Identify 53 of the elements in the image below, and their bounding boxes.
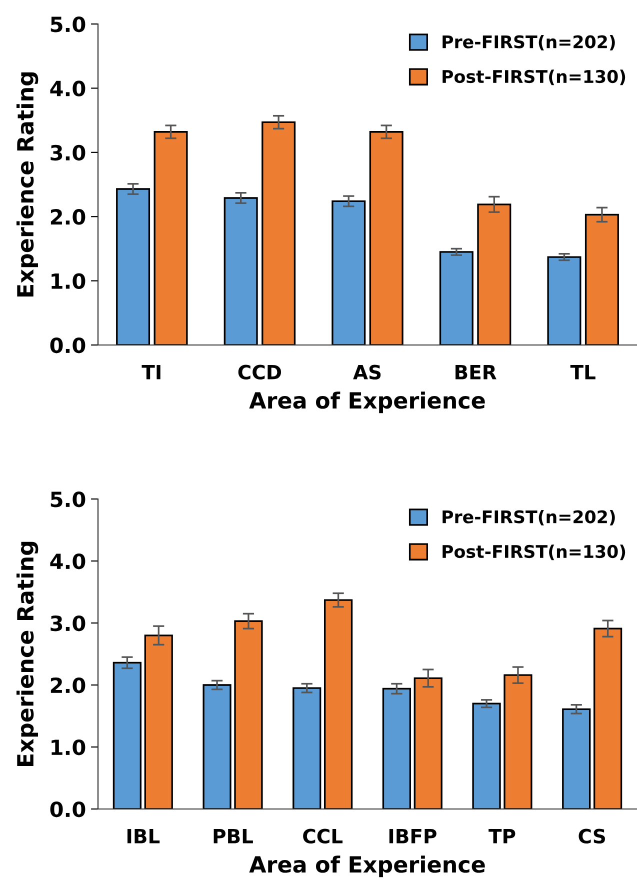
bar <box>593 628 622 809</box>
legend-label: Pre-FIRST(n=202) <box>442 510 615 526</box>
y-tick-label: 3.0 <box>50 144 86 161</box>
bar <box>562 708 591 809</box>
y-tick-label: 4.0 <box>50 80 86 96</box>
bar <box>144 634 173 809</box>
y-axis-title: Experience Rating <box>16 542 38 766</box>
bar <box>332 200 366 345</box>
y-tick-label: 1.0 <box>52 739 86 756</box>
bar <box>547 256 582 345</box>
bar <box>369 131 404 345</box>
bar <box>477 204 512 345</box>
bar <box>414 677 442 809</box>
bar <box>324 599 353 809</box>
bar <box>472 702 501 809</box>
bar <box>292 687 322 809</box>
bar <box>382 688 412 809</box>
x-axis-title: Area of Experience <box>249 392 485 414</box>
x-tick-label: CCL <box>303 828 343 844</box>
bar <box>262 121 296 345</box>
x-tick-label: PBL <box>214 829 253 844</box>
y-tick-label: 4.0 <box>50 553 86 570</box>
y-tick-label: 0.0 <box>50 337 86 354</box>
bar <box>584 214 619 345</box>
x-tick-label: CCD <box>238 364 282 380</box>
x-tick-label: CS <box>578 828 605 844</box>
legend-label: Post-FIRST(n=130) <box>442 544 626 560</box>
bar <box>154 131 188 345</box>
y-tick-label: 1.0 <box>52 273 86 290</box>
x-tick-label: BER <box>456 365 496 380</box>
x-tick-label: IBL <box>127 829 160 844</box>
legend-label: Post-FIRST(n=130) <box>442 70 626 86</box>
bar <box>234 620 263 809</box>
y-tick-label: 5.0 <box>50 16 86 32</box>
y-tick-label: 2.0 <box>50 677 86 694</box>
y-tick-label: 2.0 <box>50 209 86 225</box>
bar <box>202 684 232 809</box>
x-tick-label: AS <box>353 364 381 380</box>
y-tick-label: 3.0 <box>50 615 86 632</box>
x-tick-label: TP <box>488 829 516 844</box>
bar <box>112 662 142 809</box>
y-axis-title: Experience Rating <box>16 72 38 296</box>
x-axis-title: Area of Experience <box>249 856 485 878</box>
x-tick-label: TL <box>570 365 596 380</box>
x-tick-label: TI <box>142 365 160 380</box>
bar <box>116 188 150 345</box>
bar <box>224 197 258 345</box>
bar <box>504 674 532 809</box>
legend-label: Pre-FIRST(n=202) <box>442 34 615 50</box>
x-tick-label: IBFP <box>389 829 436 844</box>
bar <box>439 251 474 345</box>
y-tick-label: 0.0 <box>50 801 86 818</box>
y-tick-label: 5.0 <box>50 491 86 508</box>
